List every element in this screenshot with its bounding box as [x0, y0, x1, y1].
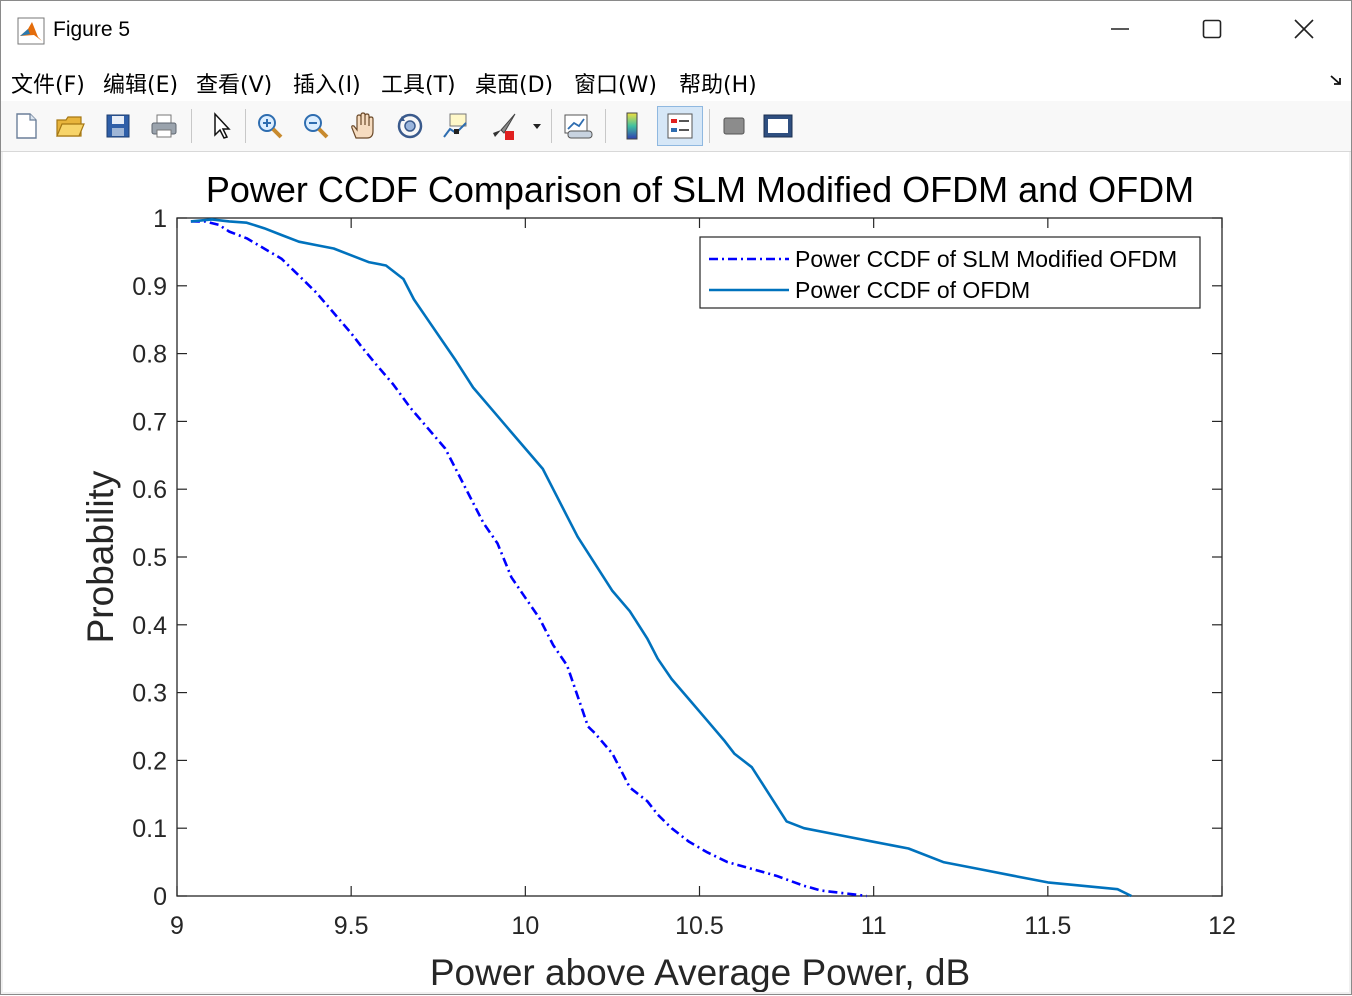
x-tick-label: 9: [170, 912, 184, 940]
pan-button[interactable]: [345, 108, 379, 144]
colorbar-icon: [626, 112, 638, 140]
open-file-button[interactable]: [53, 108, 87, 144]
y-tick-label: 0.6: [132, 476, 167, 504]
open-file-icon: [56, 116, 85, 137]
minimize-button[interactable]: [1097, 9, 1143, 49]
print-icon: [151, 114, 177, 138]
brush-dropdown-icon: [533, 124, 541, 129]
close-icon: [1294, 19, 1314, 39]
menu-edit[interactable]: 编辑(E): [103, 73, 179, 98]
plot-area: [176, 217, 1223, 897]
brush-dropdown-button[interactable]: [529, 108, 545, 144]
new-figure-button[interactable]: [9, 108, 43, 144]
menu-window[interactable]: 窗口(W): [574, 73, 657, 98]
legend-label-ofdm: Power CCDF of OFDM: [795, 277, 1030, 303]
dock-arrow-icon[interactable]: [1329, 73, 1343, 87]
y-tick-label: 0.5: [132, 544, 167, 572]
figure-canvas: Power CCDF Comparison of SLM Modified OF…: [3, 152, 1349, 993]
brush-button[interactable]: [487, 108, 521, 144]
y-tick-label: 0: [153, 883, 167, 911]
y-tick-label: 0.7: [132, 408, 167, 436]
series-line-slm: [190, 220, 867, 898]
y-tick-label: 1: [153, 205, 167, 233]
x-axis-label: Power above Average Power, dB: [430, 952, 970, 992]
legend-button[interactable]: [657, 106, 703, 146]
menu-tools[interactable]: 工具(T): [381, 73, 456, 98]
new-figure-icon: [16, 113, 37, 139]
pan-hand-icon: [351, 112, 374, 139]
window-title: Figure 5: [53, 18, 131, 41]
menu-bar: 文件(F) 编辑(E) 查看(V) 插入(I) 工具(T) 桌面(D) 窗口(W…: [1, 59, 1351, 101]
y-tick-label: 0.1: [132, 815, 167, 843]
zoom-out-icon: [304, 114, 329, 139]
link-plot-button[interactable]: [561, 108, 595, 144]
legend-box: [699, 236, 1201, 309]
data-cursor-button[interactable]: [438, 108, 472, 144]
x-tick-label: 12: [1208, 912, 1236, 940]
show-plot-tools-button[interactable]: [761, 108, 795, 144]
chart-title: Power CCDF Comparison of SLM Modified OF…: [206, 169, 1194, 210]
print-button[interactable]: [147, 108, 181, 144]
minimize-icon: [1111, 28, 1129, 30]
menu-view[interactable]: 查看(V): [196, 73, 273, 98]
menu-file[interactable]: 文件(F): [11, 73, 85, 98]
zoom-out-button[interactable]: [299, 108, 333, 144]
link-plot-icon: [564, 114, 593, 139]
zoom-in-button[interactable]: [253, 108, 287, 144]
rotate-3d-icon: [397, 113, 423, 139]
close-button[interactable]: [1281, 9, 1327, 49]
y-axis-label: Probability: [80, 470, 121, 643]
y-tick-label: 0.9: [132, 273, 167, 301]
x-tick-label: 10.5: [675, 912, 724, 940]
x-tick-label: 10: [511, 912, 539, 940]
legend-label-slm: Power CCDF of SLM Modified OFDM: [795, 246, 1177, 272]
y-tick-label: 0.3: [132, 680, 167, 708]
save-button[interactable]: [101, 108, 135, 144]
pointer-icon: [214, 112, 231, 139]
y-tick-label: 0.4: [132, 612, 167, 640]
rotate-3d-button[interactable]: [393, 108, 427, 144]
x-tick-label: 11.5: [1024, 912, 1071, 940]
hide-plot-tools-icon: [723, 117, 745, 135]
figure-toolbar: [1, 101, 1351, 152]
legend[interactable]: Power CCDF of SLM Modified OFDM Power CC…: [699, 236, 1201, 309]
brush-icon: [493, 113, 516, 140]
x-tick-label: 9.5: [334, 912, 369, 940]
series-line-ofdm: [190, 218, 1132, 898]
zoom-in-icon: [258, 114, 283, 139]
hide-plot-tools-button[interactable]: [717, 108, 751, 144]
axes: 9 9.5 10 10.5 11 11.5 12 0 0.1 0.2 0.3 0.4 0.5 0.6 0.7…: [132, 205, 1236, 940]
show-plot-tools-icon: [763, 114, 793, 138]
legend-icon: [667, 113, 693, 139]
colorbar-button[interactable]: [615, 108, 649, 144]
save-icon: [106, 114, 130, 138]
y-tick-label: 0.2: [132, 747, 167, 775]
maximize-button[interactable]: [1189, 9, 1235, 49]
menu-insert[interactable]: 插入(I): [293, 73, 361, 98]
title-bar: Figure 5: [1, 1, 1351, 59]
maximize-icon: [1202, 19, 1222, 39]
menu-desktop[interactable]: 桌面(D): [475, 73, 554, 98]
ccdf-chart: Power CCDF Comparison of SLM Modified OF…: [80, 169, 1236, 993]
y-tick-label: 0.8: [132, 341, 167, 369]
pointer-button[interactable]: [203, 108, 237, 144]
menu-help[interactable]: 帮助(H): [679, 73, 757, 98]
x-tick-label: 11: [861, 912, 887, 940]
matlab-logo-icon: [17, 17, 45, 45]
data-cursor-icon: [443, 113, 467, 138]
